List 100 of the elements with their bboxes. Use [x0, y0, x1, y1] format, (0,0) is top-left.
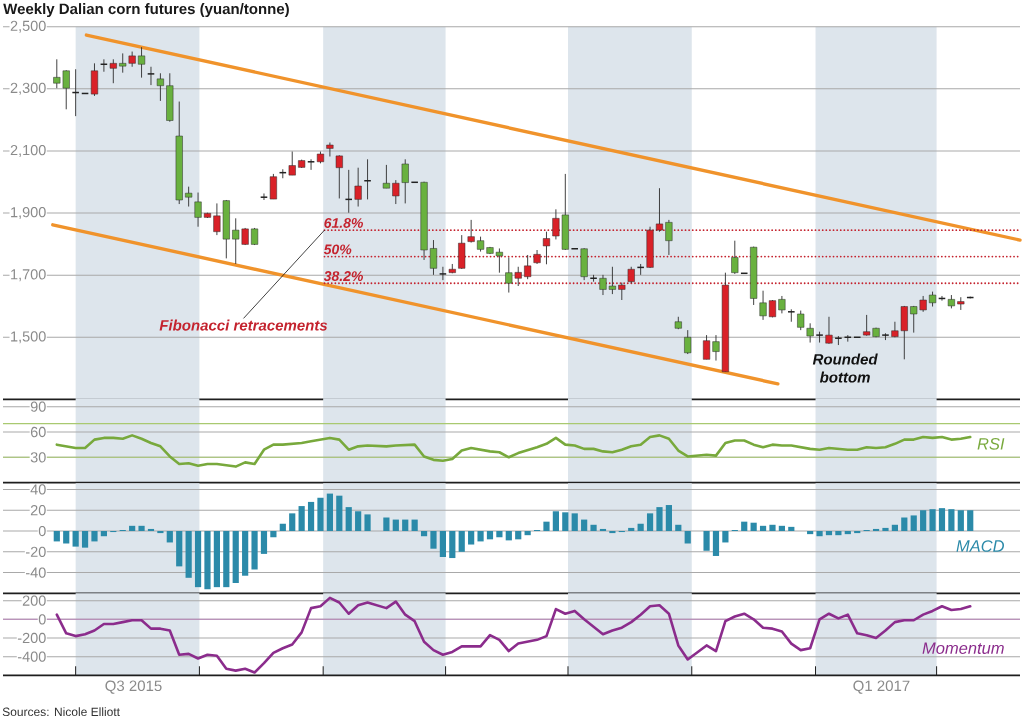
y-tick-label: 1,500 [11, 331, 46, 344]
bar [496, 531, 503, 538]
source-note: Sources: Nicole Elliott [2, 707, 120, 717]
bar [967, 510, 974, 532]
bar [628, 527, 635, 532]
bar [251, 531, 258, 570]
y-tick-label: 60 [30, 426, 46, 438]
bar [665, 505, 672, 532]
bar [232, 531, 239, 583]
bar [439, 531, 446, 558]
bar [712, 531, 720, 556]
series-label: MACD [956, 540, 1005, 552]
annotation: Fibonacci retracements [159, 319, 328, 331]
candlestick [90, 62, 99, 97]
bar [872, 528, 880, 532]
bar [420, 531, 428, 537]
bar [213, 531, 220, 588]
bar [609, 531, 616, 534]
bar [364, 514, 371, 532]
candlestick [665, 219, 673, 256]
candlestick [146, 66, 156, 86]
annotation: Rounded bottom [812, 353, 878, 383]
bar [675, 524, 682, 532]
candlestick [269, 173, 277, 200]
bar [430, 531, 437, 549]
candlestick [326, 142, 334, 157]
bar [778, 525, 785, 532]
y-tick-label: 0 [38, 525, 46, 537]
y-tick-label: 1,700 [11, 269, 46, 282]
bar [317, 497, 324, 532]
bar [336, 495, 343, 532]
series-label: 38.2% [323, 271, 364, 282]
bar [486, 531, 494, 540]
bar [515, 531, 522, 540]
series-label: RSI [977, 437, 1005, 450]
bar [411, 519, 418, 532]
candlestick [655, 187, 664, 233]
candlestick [825, 316, 833, 345]
bar [901, 517, 908, 532]
candlestick [524, 254, 532, 280]
bar [307, 501, 315, 532]
bar [562, 512, 569, 532]
bar [844, 531, 851, 535]
bar [63, 531, 70, 544]
bar [176, 531, 183, 567]
y-tick-label: -400 [17, 651, 46, 662]
bar [147, 528, 155, 532]
y-tick-label: 2,300 [10, 82, 46, 95]
bar [279, 523, 286, 532]
bar [788, 526, 795, 532]
bar [383, 517, 390, 532]
bar [81, 531, 89, 548]
candlestick [787, 308, 796, 323]
candlestick [382, 164, 390, 189]
bar [194, 531, 202, 588]
bar [270, 531, 277, 538]
bar [590, 524, 597, 532]
bar [703, 531, 710, 551]
bar [920, 510, 927, 532]
y-tick-label: 0 [38, 614, 46, 625]
candlestick [109, 58, 117, 84]
candlestick [797, 310, 805, 331]
y-tick-label: -40 [25, 567, 46, 578]
bar [957, 510, 964, 532]
bar [599, 528, 607, 532]
bar [835, 531, 842, 536]
candlestick [194, 192, 202, 228]
y-tick-label: 2,500 [10, 20, 46, 33]
bar [910, 515, 917, 532]
bar [656, 507, 663, 532]
bar [505, 531, 512, 541]
candlestick [307, 158, 316, 171]
bar [326, 493, 333, 532]
candlestick [467, 219, 475, 243]
bar [581, 519, 588, 532]
bar [345, 507, 352, 532]
bar [741, 521, 748, 532]
y-tick-label: -20 [25, 546, 46, 557]
bar [402, 519, 409, 532]
bar [948, 509, 955, 532]
bar [854, 531, 861, 534]
bar [722, 531, 729, 543]
bar [759, 525, 767, 532]
candlestick [156, 72, 164, 102]
bar [355, 511, 362, 532]
candlestick [806, 322, 814, 344]
bar [260, 531, 268, 554]
candlestick [815, 331, 824, 344]
candlestick [138, 46, 146, 79]
series-label: Momentum [922, 642, 1004, 654]
series-label: 61.8% [324, 218, 364, 228]
candlestick [288, 151, 296, 176]
bar [100, 531, 107, 537]
candlestick [759, 290, 767, 321]
bar [524, 531, 531, 536]
bar [637, 523, 644, 532]
bar [825, 531, 833, 536]
candlestick [354, 167, 362, 207]
candlestick [684, 329, 692, 355]
bar [449, 531, 456, 559]
